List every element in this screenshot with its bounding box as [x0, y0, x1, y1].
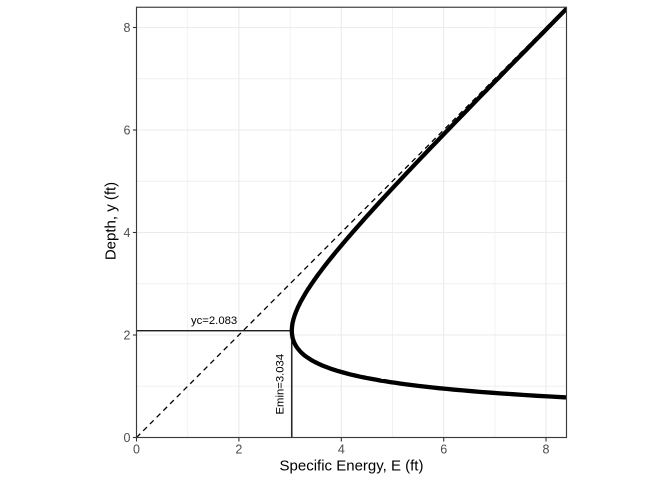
svg-text:8: 8	[124, 21, 131, 35]
svg-text:yc=2.083: yc=2.083	[191, 315, 237, 327]
svg-text:Depth, y (ft): Depth, y (ft)	[103, 182, 120, 260]
svg-text:2: 2	[124, 329, 131, 343]
svg-text:2: 2	[235, 443, 242, 457]
svg-text:Emin=3.034: Emin=3.034	[275, 354, 287, 415]
svg-text:6: 6	[124, 124, 131, 138]
svg-text:0: 0	[124, 431, 131, 445]
svg-text:8: 8	[543, 443, 550, 457]
svg-text:Specific Energy, E (ft): Specific Energy, E (ft)	[280, 457, 424, 474]
svg-text:4: 4	[338, 443, 345, 457]
svg-text:4: 4	[124, 226, 131, 240]
svg-text:6: 6	[440, 443, 447, 457]
svg-text:0: 0	[133, 443, 140, 457]
